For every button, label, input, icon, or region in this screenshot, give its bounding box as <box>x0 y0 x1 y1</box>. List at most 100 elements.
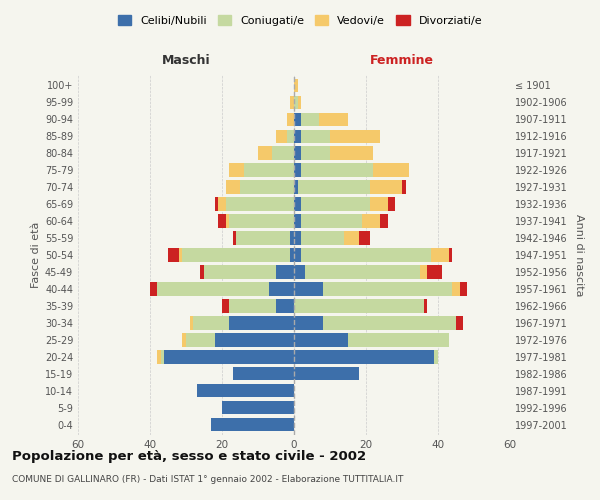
Bar <box>182 334 186 346</box>
Bar <box>452 282 460 296</box>
Bar <box>434 350 438 364</box>
Bar <box>211 418 294 432</box>
Bar <box>456 316 463 330</box>
Bar <box>359 232 370 244</box>
Bar <box>229 214 294 228</box>
Bar <box>233 232 236 244</box>
Bar <box>276 300 294 312</box>
Bar <box>424 300 427 312</box>
Bar <box>226 198 294 210</box>
Bar <box>380 214 388 228</box>
Bar <box>319 112 348 126</box>
Bar <box>362 214 380 228</box>
Legend: Celibi/Nubili, Coniugati/e, Vedovi/e, Divorziati/e: Celibi/Nubili, Coniugati/e, Vedovi/e, Di… <box>113 10 487 30</box>
Bar <box>431 248 449 262</box>
Text: Popolazione per età, sesso e stato civile - 2002: Popolazione per età, sesso e stato civil… <box>12 450 366 463</box>
Text: Maschi: Maschi <box>161 54 211 66</box>
Y-axis label: Fasce di età: Fasce di età <box>31 222 41 288</box>
Bar <box>301 146 330 160</box>
Bar <box>294 146 301 160</box>
Bar <box>240 180 294 194</box>
Bar <box>301 248 431 262</box>
Bar <box>287 112 294 126</box>
Bar <box>298 180 370 194</box>
Bar <box>388 198 395 210</box>
Bar <box>301 232 344 244</box>
Bar <box>294 300 424 312</box>
Bar <box>301 112 319 126</box>
Bar <box>218 214 226 228</box>
Bar <box>204 266 276 278</box>
Bar <box>460 282 467 296</box>
Bar <box>244 164 294 176</box>
Bar <box>287 130 294 143</box>
Bar <box>301 164 373 176</box>
Bar <box>301 130 330 143</box>
Bar <box>290 232 294 244</box>
Bar <box>294 198 301 210</box>
Bar <box>294 164 301 176</box>
Bar <box>330 146 373 160</box>
Bar <box>161 350 164 364</box>
Bar <box>215 198 218 210</box>
Bar <box>370 180 402 194</box>
Bar <box>168 248 179 262</box>
Bar <box>150 282 157 296</box>
Bar <box>294 316 323 330</box>
Text: Femmine: Femmine <box>370 54 434 66</box>
Bar <box>294 282 323 296</box>
Bar <box>182 248 290 262</box>
Bar <box>236 232 290 244</box>
Bar <box>402 180 406 194</box>
Bar <box>193 316 229 330</box>
Bar <box>218 198 226 210</box>
Bar <box>370 198 388 210</box>
Bar <box>200 266 204 278</box>
Bar <box>301 198 370 210</box>
Bar <box>294 232 301 244</box>
Bar <box>290 96 294 109</box>
Bar <box>197 384 294 398</box>
Bar <box>294 180 298 194</box>
Bar <box>157 350 161 364</box>
Bar <box>164 350 294 364</box>
Bar <box>179 248 182 262</box>
Bar <box>427 266 442 278</box>
Bar <box>294 96 298 109</box>
Bar <box>294 350 434 364</box>
Bar <box>294 266 305 278</box>
Bar <box>449 248 452 262</box>
Bar <box>276 130 287 143</box>
Bar <box>269 282 294 296</box>
Bar <box>272 146 294 160</box>
Bar <box>348 334 449 346</box>
Bar <box>229 164 244 176</box>
Bar <box>301 214 362 228</box>
Bar <box>276 266 294 278</box>
Bar <box>323 316 456 330</box>
Bar <box>215 334 294 346</box>
Bar <box>294 214 301 228</box>
Bar <box>305 266 420 278</box>
Bar <box>420 266 427 278</box>
Bar <box>233 367 294 380</box>
Bar <box>373 164 409 176</box>
Bar <box>226 214 229 228</box>
Bar <box>323 282 452 296</box>
Bar <box>294 248 301 262</box>
Bar <box>258 146 272 160</box>
Bar <box>157 282 269 296</box>
Text: COMUNE DI GALLINARO (FR) - Dati ISTAT 1° gennaio 2002 - Elaborazione TUTTITALIA.: COMUNE DI GALLINARO (FR) - Dati ISTAT 1°… <box>12 475 403 484</box>
Bar <box>229 300 276 312</box>
Bar <box>294 334 348 346</box>
Bar <box>222 300 229 312</box>
Bar <box>298 96 301 109</box>
Bar <box>294 112 301 126</box>
Bar <box>290 248 294 262</box>
Bar <box>344 232 359 244</box>
Bar <box>186 334 215 346</box>
Bar <box>330 130 380 143</box>
Bar <box>294 130 301 143</box>
Bar <box>222 401 294 414</box>
Y-axis label: Anni di nascita: Anni di nascita <box>574 214 584 296</box>
